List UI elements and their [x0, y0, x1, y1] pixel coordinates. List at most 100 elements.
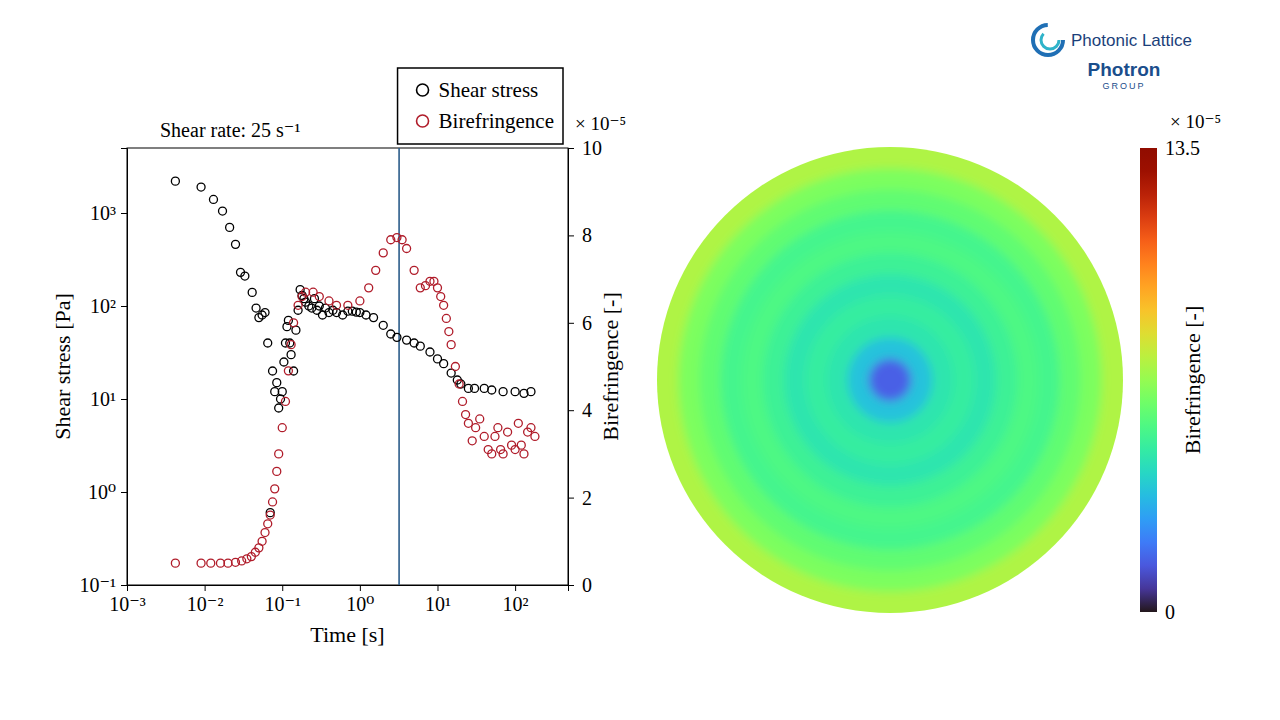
data-point	[471, 384, 479, 392]
tick: 0	[568, 574, 592, 596]
data-point	[440, 360, 448, 368]
data-point	[527, 388, 535, 396]
data-point	[261, 529, 269, 537]
data-point	[273, 379, 281, 387]
data-point	[372, 266, 380, 274]
tick-label: 6	[582, 312, 592, 334]
data-point	[455, 380, 463, 388]
tick-mark	[121, 213, 127, 214]
tick-mark	[121, 306, 127, 307]
data-point	[488, 386, 496, 394]
data-point	[437, 293, 445, 301]
data-point	[426, 348, 434, 356]
legend-label: Birefringence	[439, 109, 554, 133]
data-point	[514, 419, 522, 427]
tick-label: 10²	[503, 593, 529, 615]
data-point	[315, 293, 323, 301]
data-point	[517, 441, 525, 449]
data-point	[416, 284, 424, 292]
data-point	[269, 498, 277, 506]
legend-label: Shear stress	[439, 78, 539, 102]
tick-label: 10¹	[90, 388, 116, 410]
data-point	[216, 559, 224, 567]
tick-label: 8	[582, 224, 592, 246]
data-point	[356, 297, 364, 305]
tick-mark	[568, 410, 574, 411]
tick-label: 10¹	[425, 593, 451, 615]
data-point	[445, 328, 453, 336]
ring	[742, 232, 1039, 529]
tick-label: 10⁻²	[187, 593, 224, 615]
colorbar	[1140, 148, 1157, 612]
data-point	[362, 311, 370, 319]
data-point	[271, 485, 279, 493]
data-point	[393, 333, 401, 341]
tick-label: 10³	[90, 202, 116, 224]
data-point	[197, 559, 205, 567]
data-point	[480, 432, 488, 440]
y-axis-title: Shear stress [Pa]	[50, 293, 75, 440]
tick-mark	[568, 148, 574, 149]
data-point	[488, 450, 496, 458]
tick-mark	[282, 585, 283, 591]
tick: 10²	[503, 585, 529, 615]
data-point	[403, 336, 411, 344]
tick-mark	[121, 492, 127, 493]
tick: 6	[568, 312, 592, 334]
data-point	[275, 450, 283, 458]
legend-item: Shear stress	[417, 78, 539, 102]
data-point	[393, 234, 401, 242]
tick: 10⁰	[88, 481, 127, 503]
data-point	[527, 424, 535, 432]
series	[171, 234, 539, 568]
data-point	[333, 301, 341, 309]
data-point	[294, 301, 302, 309]
tick: 13.5	[1157, 137, 1200, 159]
tick-mark	[360, 585, 361, 591]
data-point	[491, 432, 499, 440]
data-point	[209, 195, 217, 203]
logo-text: Photonic Lattice	[1071, 31, 1192, 50]
legend-item: Birefringence	[417, 109, 554, 133]
ring-group	[645, 135, 1134, 624]
tick-label: 10	[582, 137, 602, 159]
data-point	[325, 297, 333, 305]
data-point	[379, 249, 387, 257]
data-point	[207, 559, 215, 567]
time-cursor	[398, 148, 400, 585]
data-point	[271, 388, 279, 396]
data-point	[520, 450, 528, 458]
tick: 10²	[90, 295, 127, 317]
data-point	[447, 341, 455, 349]
data-point	[252, 304, 260, 312]
data-point	[468, 437, 476, 445]
canvas: 10⁻³10⁻²10⁻¹10⁰10¹10²10⁻¹10⁰10¹10²10³024…	[0, 0, 1280, 720]
tick-mark	[205, 585, 206, 591]
y-axis: 10⁻¹ 10⁰ 10¹ 10² 10³	[79, 149, 127, 596]
ring	[784, 274, 996, 486]
data-point	[504, 428, 512, 436]
tick-mark	[121, 585, 127, 586]
x-axis-title: Time [s]	[310, 622, 384, 647]
tick-label: 10⁰	[346, 593, 374, 615]
axis-line	[1157, 149, 1158, 613]
axis-line	[569, 149, 575, 586]
tick: 2	[568, 487, 592, 509]
data-point	[264, 520, 272, 528]
data-point	[499, 450, 507, 458]
tick: 10⁻¹	[79, 574, 127, 596]
tick: 10⁻²	[187, 585, 224, 615]
series	[171, 177, 535, 516]
data-point	[264, 339, 272, 347]
data-point	[370, 314, 378, 322]
data-point	[278, 388, 286, 396]
tick: 10⁰	[346, 585, 374, 615]
logo-swirl	[1033, 25, 1063, 55]
data-point	[476, 415, 484, 423]
tick: 10⁻¹	[264, 585, 301, 615]
data-point	[433, 284, 441, 292]
plot-area	[171, 148, 539, 585]
data-point	[284, 367, 292, 375]
tick-mark	[568, 235, 574, 236]
tick: 10	[568, 137, 602, 159]
